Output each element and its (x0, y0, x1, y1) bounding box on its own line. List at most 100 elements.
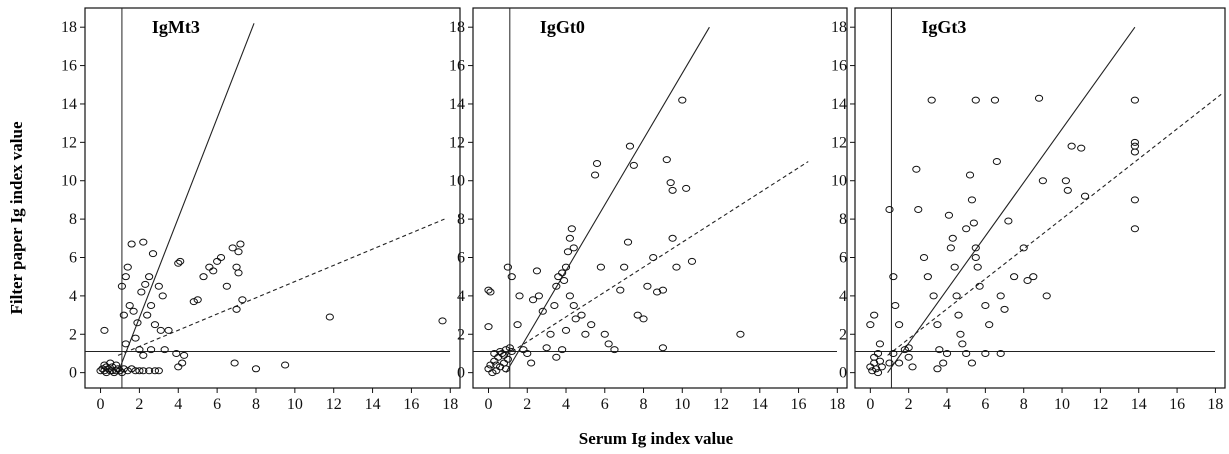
data-point (251, 365, 261, 373)
data-point (232, 305, 241, 313)
data-point (102, 363, 111, 371)
data-point (234, 248, 243, 256)
data-point (486, 288, 495, 296)
data-point (143, 311, 152, 319)
x-tick-label: 8 (1020, 396, 1028, 413)
data-point (633, 311, 642, 319)
data-point (438, 317, 447, 325)
data-point (139, 367, 148, 375)
data-point (625, 142, 635, 150)
data-point (1067, 142, 1076, 150)
data-point (956, 330, 965, 338)
data-point (944, 211, 954, 219)
data-point (620, 263, 629, 271)
y-tick-label: 6 (839, 249, 847, 266)
y-tick-label: 16 (449, 58, 465, 75)
data-point (871, 365, 881, 373)
data-point (490, 349, 499, 357)
y-tick-label: 14 (831, 96, 847, 113)
data-point (877, 363, 886, 371)
y-axis-title: Filter paper Ig index value (7, 121, 26, 314)
y-tick-label: 2 (457, 326, 465, 343)
x-tick-label: 10 (674, 396, 690, 413)
data-point (1130, 196, 1139, 204)
data-point (499, 351, 509, 359)
data-point (985, 321, 994, 329)
data-point (962, 225, 971, 233)
data-point (503, 263, 512, 271)
y-tick-label: 8 (839, 211, 847, 228)
data-point (174, 259, 183, 267)
data-point (565, 292, 574, 300)
y-tick-label: 2 (839, 326, 847, 343)
data-point (885, 359, 894, 367)
y-tick-label: 6 (457, 249, 465, 266)
data-point (923, 273, 932, 281)
data-point (904, 353, 913, 361)
data-point (981, 349, 990, 357)
data-point (137, 288, 146, 296)
data-point (209, 267, 218, 275)
y-tick-label: 0 (69, 365, 77, 382)
data-point (658, 286, 668, 294)
y-tick-label: 0 (457, 365, 465, 382)
data-point (1042, 292, 1051, 300)
data-point (100, 326, 109, 334)
data-point (513, 321, 522, 329)
data-point (501, 365, 511, 373)
data-point (990, 96, 1000, 104)
x-tick-label: 18 (1207, 396, 1223, 413)
data-point (154, 367, 163, 375)
data-point (538, 307, 547, 315)
x-tick-label: 4 (943, 396, 951, 413)
data-point (616, 286, 625, 294)
data-point (969, 219, 978, 227)
data-point (912, 165, 921, 173)
data-point (507, 348, 516, 356)
data-point (967, 196, 977, 204)
data-point (129, 307, 138, 315)
y-tick-label: 14 (449, 96, 465, 113)
data-point (527, 359, 536, 367)
data-point (484, 323, 493, 331)
data-point (135, 367, 144, 375)
data-point (958, 340, 967, 348)
data-point (1130, 96, 1139, 104)
data-point (150, 367, 160, 375)
x-tick-label: 2 (135, 396, 143, 413)
data-point (565, 234, 574, 242)
data-point (870, 353, 879, 361)
data-point (971, 96, 980, 104)
data-point (505, 344, 514, 352)
data-point (160, 346, 169, 354)
data-point (127, 240, 136, 248)
data-point (672, 263, 681, 271)
data-point (939, 359, 948, 367)
data-point (1004, 217, 1013, 225)
data-point (515, 292, 524, 300)
data-point (563, 248, 573, 256)
data-point (1000, 305, 1009, 313)
regression-line-dashed (117, 218, 445, 356)
y-tick-label: 12 (831, 134, 847, 151)
data-point (141, 280, 150, 288)
data-point (992, 158, 1001, 166)
data-point (125, 301, 134, 309)
data-point (179, 351, 189, 359)
data-point (967, 359, 977, 367)
y-tick-label: 4 (839, 288, 847, 305)
data-point (996, 349, 1005, 357)
y-tick-label: 4 (69, 288, 77, 305)
x-tick-label: 8 (252, 396, 260, 413)
data-point (933, 321, 942, 329)
data-point (1130, 142, 1139, 150)
data-point (123, 263, 132, 271)
panel-title: IgMt3 (152, 17, 200, 37)
data-point (581, 330, 590, 338)
data-point (623, 238, 633, 246)
data-point (875, 340, 885, 348)
data-point (866, 321, 875, 329)
data-point (942, 349, 952, 357)
y-tick-label: 4 (457, 288, 465, 305)
data-point (904, 344, 913, 352)
